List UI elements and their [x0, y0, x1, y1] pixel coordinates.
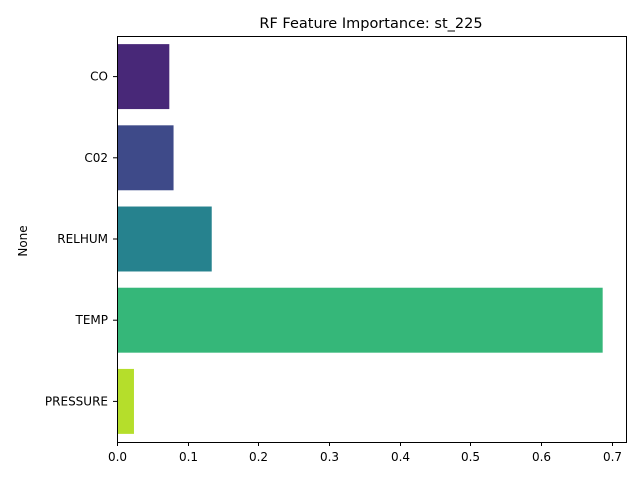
- x-tick-label: 0.1: [179, 450, 198, 464]
- x-tick-label: 0.0: [108, 450, 127, 464]
- bar-pressure: [117, 368, 134, 434]
- bar-co: [117, 44, 170, 110]
- chart-title: RF Feature Importance: st_225: [259, 16, 482, 32]
- x-tick-label: 0.7: [603, 450, 622, 464]
- y-tick-label: RELHUM: [57, 232, 108, 246]
- y-tick-label: PRESSURE: [45, 394, 108, 408]
- x-tick-label: 0.3: [320, 450, 339, 464]
- y-axis-label: None: [16, 225, 30, 256]
- bars-layer: [117, 44, 603, 434]
- y-tick-label: C02: [84, 151, 108, 165]
- bar-relhum: [117, 206, 212, 272]
- bar-c02: [117, 125, 174, 191]
- y-tick-label: CO: [90, 70, 108, 84]
- ticks-layer: CO C02 RELHUM TEMP PRESSURE 0.0 0.1 0.2 0.3 0.4 0.…: [45, 70, 622, 464]
- x-tick-label: 0.6: [532, 450, 551, 464]
- x-tick-label: 0.5: [461, 450, 480, 464]
- bar-temp: [117, 287, 603, 353]
- x-tick-label: 0.4: [391, 450, 410, 464]
- plot-frame: [117, 36, 627, 443]
- y-tick-label: TEMP: [74, 313, 108, 327]
- x-tick-label: 0.2: [249, 450, 268, 464]
